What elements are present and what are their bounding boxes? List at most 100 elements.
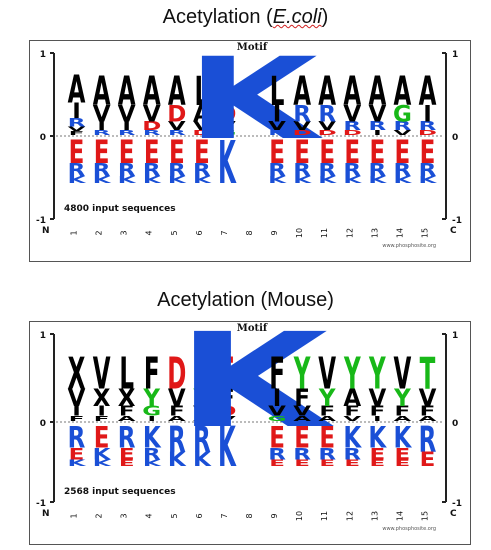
logo-letter: K: [118, 175, 138, 186]
logo-letter: L: [195, 350, 210, 400]
logo-letter-glyph: L: [270, 68, 285, 115]
logo-letter: E: [344, 133, 360, 171]
logo-letter: D: [418, 129, 437, 137]
position-label: 11: [320, 511, 329, 521]
logo-letter: A: [193, 102, 211, 127]
logo-letter-glyph: I: [373, 129, 382, 137]
logo-letter-glyph: A: [318, 68, 336, 115]
logo-letter: E: [219, 68, 235, 115]
logo-letter: V: [368, 384, 387, 413]
logo-letter-glyph: R: [93, 129, 111, 137]
logo-letter-glyph: E: [344, 458, 360, 468]
logo-letter-glyph: R: [318, 102, 336, 127]
logo-letter-glyph: A: [193, 102, 211, 127]
logo-letter: K: [143, 458, 163, 468]
y-tick-label-bottom: -1: [36, 216, 46, 226]
logo-letter-glyph: I: [373, 415, 382, 423]
logo-letter: E: [319, 133, 335, 171]
logo-letter: A: [293, 415, 312, 423]
logo-letter: V: [68, 125, 86, 133]
logo-letter-glyph: E: [144, 133, 160, 171]
logo-letter: F: [369, 405, 385, 420]
logo-letter: K: [143, 421, 162, 456]
logo-letter-glyph: R: [293, 445, 311, 464]
position-label: 2: [95, 230, 104, 235]
logo-letter: E: [395, 133, 411, 171]
logo-letter-glyph: R: [143, 129, 161, 137]
logo-letter: A: [68, 69, 86, 113]
logo-letter: I: [147, 415, 156, 423]
logo-letter-glyph: K: [68, 458, 88, 468]
logo-letter: A: [93, 68, 111, 115]
logo-letter-glyph: K: [143, 458, 163, 468]
logo-letter: G: [393, 102, 412, 127]
logo-letter-glyph: V: [93, 102, 111, 127]
position-label: 5: [170, 230, 179, 235]
logo-letter: Y: [343, 350, 361, 400]
position-label: 14: [395, 511, 404, 521]
logo-letter: R: [394, 120, 412, 134]
logo-letter-glyph: E: [269, 133, 285, 171]
logo-letter-glyph: V: [318, 350, 336, 400]
logo-letter-glyph: E: [319, 421, 335, 456]
logo-letter-glyph: A: [394, 415, 413, 423]
input-sequences-label: 2568 input sequences: [64, 487, 176, 497]
logo-letter-glyph: V: [93, 350, 111, 400]
logo-letter: R: [68, 116, 86, 129]
logo-letter: X: [68, 350, 86, 400]
logo-letter-glyph: Y: [193, 384, 212, 413]
logo-letter-glyph: I: [423, 102, 432, 127]
logo-letter-glyph: I: [72, 100, 81, 124]
logo-letter-glyph: A: [419, 68, 437, 115]
logo-letter: I: [122, 120, 131, 134]
logo-letter: A: [343, 68, 361, 115]
logo-letter: R: [318, 445, 336, 464]
logo-letter: I: [97, 405, 106, 420]
logo-letter-glyph: V: [268, 120, 287, 134]
logo-letter-glyph: V: [318, 120, 337, 134]
logo-letter-glyph: E: [294, 133, 310, 171]
logo-letter-glyph: F: [420, 405, 436, 420]
logo-letter: E: [319, 458, 335, 468]
logo-letter-glyph: I: [122, 120, 131, 134]
y-tick-label-top-right: 1: [452, 331, 458, 341]
logo-letter-glyph: G: [268, 415, 287, 423]
logo-letter: V: [343, 102, 361, 127]
logo-letter: F: [144, 350, 160, 400]
logo-letter-glyph: F: [219, 384, 235, 413]
logo-letter-glyph: E: [119, 445, 135, 464]
logo-letter: D: [293, 129, 312, 137]
logo-letter-glyph: R: [343, 160, 361, 181]
logo-letter-glyph: R: [368, 120, 386, 134]
logo-letter-glyph: A: [419, 415, 438, 423]
logo-letter: V: [218, 120, 237, 134]
logo-letter: R: [268, 160, 286, 181]
logo-letter: D: [192, 129, 211, 137]
logo-letter: A: [293, 68, 311, 115]
logo-letter-glyph: K: [93, 458, 113, 468]
logo-letter: L: [119, 350, 134, 400]
logo-letter: K: [168, 175, 188, 186]
logo-letter: I: [273, 384, 282, 413]
logo-letter-glyph: A: [118, 415, 137, 423]
logo-letter: Y: [293, 350, 311, 400]
logo-letter-glyph: R: [118, 129, 136, 137]
logo-letter-glyph: T: [420, 350, 436, 400]
logo-letter: E: [294, 458, 310, 468]
n-terminus-label: N: [42, 509, 50, 519]
logo-letter-glyph: I: [147, 415, 156, 423]
logo-letter-glyph: E: [219, 350, 235, 400]
logo-letter: V: [393, 129, 412, 137]
logo-letter-glyph: L: [195, 68, 210, 115]
logo-letter: F: [319, 405, 335, 420]
logo-letter-glyph: R: [293, 102, 311, 127]
logo-letter: V: [268, 120, 287, 134]
logo-frame-ecoli: 1 0 -1 1 0 -1 N C Motif 1 2 3 4 5 6 7 8 9 10 11 12 13 14 15 F V R I…: [29, 40, 471, 262]
logo-letter: I: [72, 100, 81, 124]
logo-letter: R: [168, 129, 186, 137]
logo-letter: K: [68, 175, 88, 186]
logo-letter-glyph: A: [318, 415, 337, 423]
logo-letter: K: [343, 175, 363, 186]
logo-letter: K: [193, 175, 213, 186]
logo-letter: I: [373, 129, 382, 137]
